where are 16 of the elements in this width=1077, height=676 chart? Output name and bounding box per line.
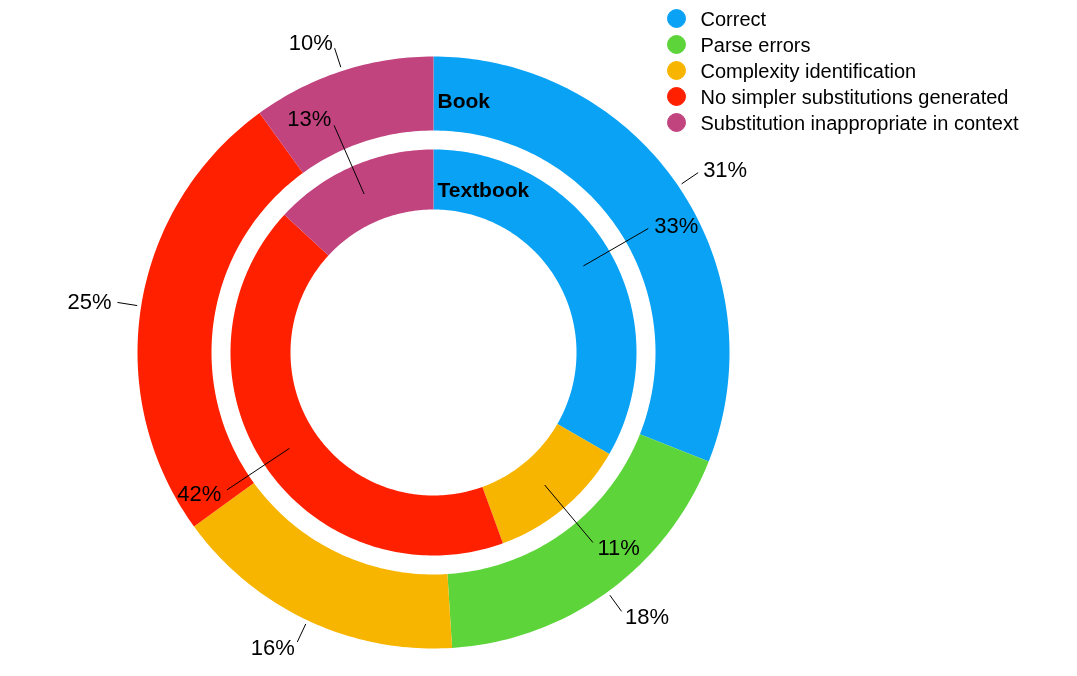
data-label: 31% (703, 156, 748, 182)
data-label: 10% (288, 29, 333, 55)
legend-label: Complexity identification (700, 59, 917, 82)
legend-label: Substitution inappropriate in context (700, 111, 1019, 134)
slice-label: Textbook (437, 178, 530, 201)
data-label: 16% (250, 634, 295, 660)
data-label: 33% (654, 212, 699, 238)
legend-label: Correct (700, 7, 767, 30)
legend-label: No simpler substitutions generated (700, 85, 1009, 108)
data-label: 13% (287, 106, 332, 132)
data-label: 42% (177, 481, 222, 507)
slice-label: Book (437, 89, 491, 112)
legend-label: Parse errors (700, 33, 811, 56)
data-label: 18% (625, 603, 670, 629)
data-label: 11% (597, 535, 640, 561)
data-label: 25% (67, 289, 112, 314)
